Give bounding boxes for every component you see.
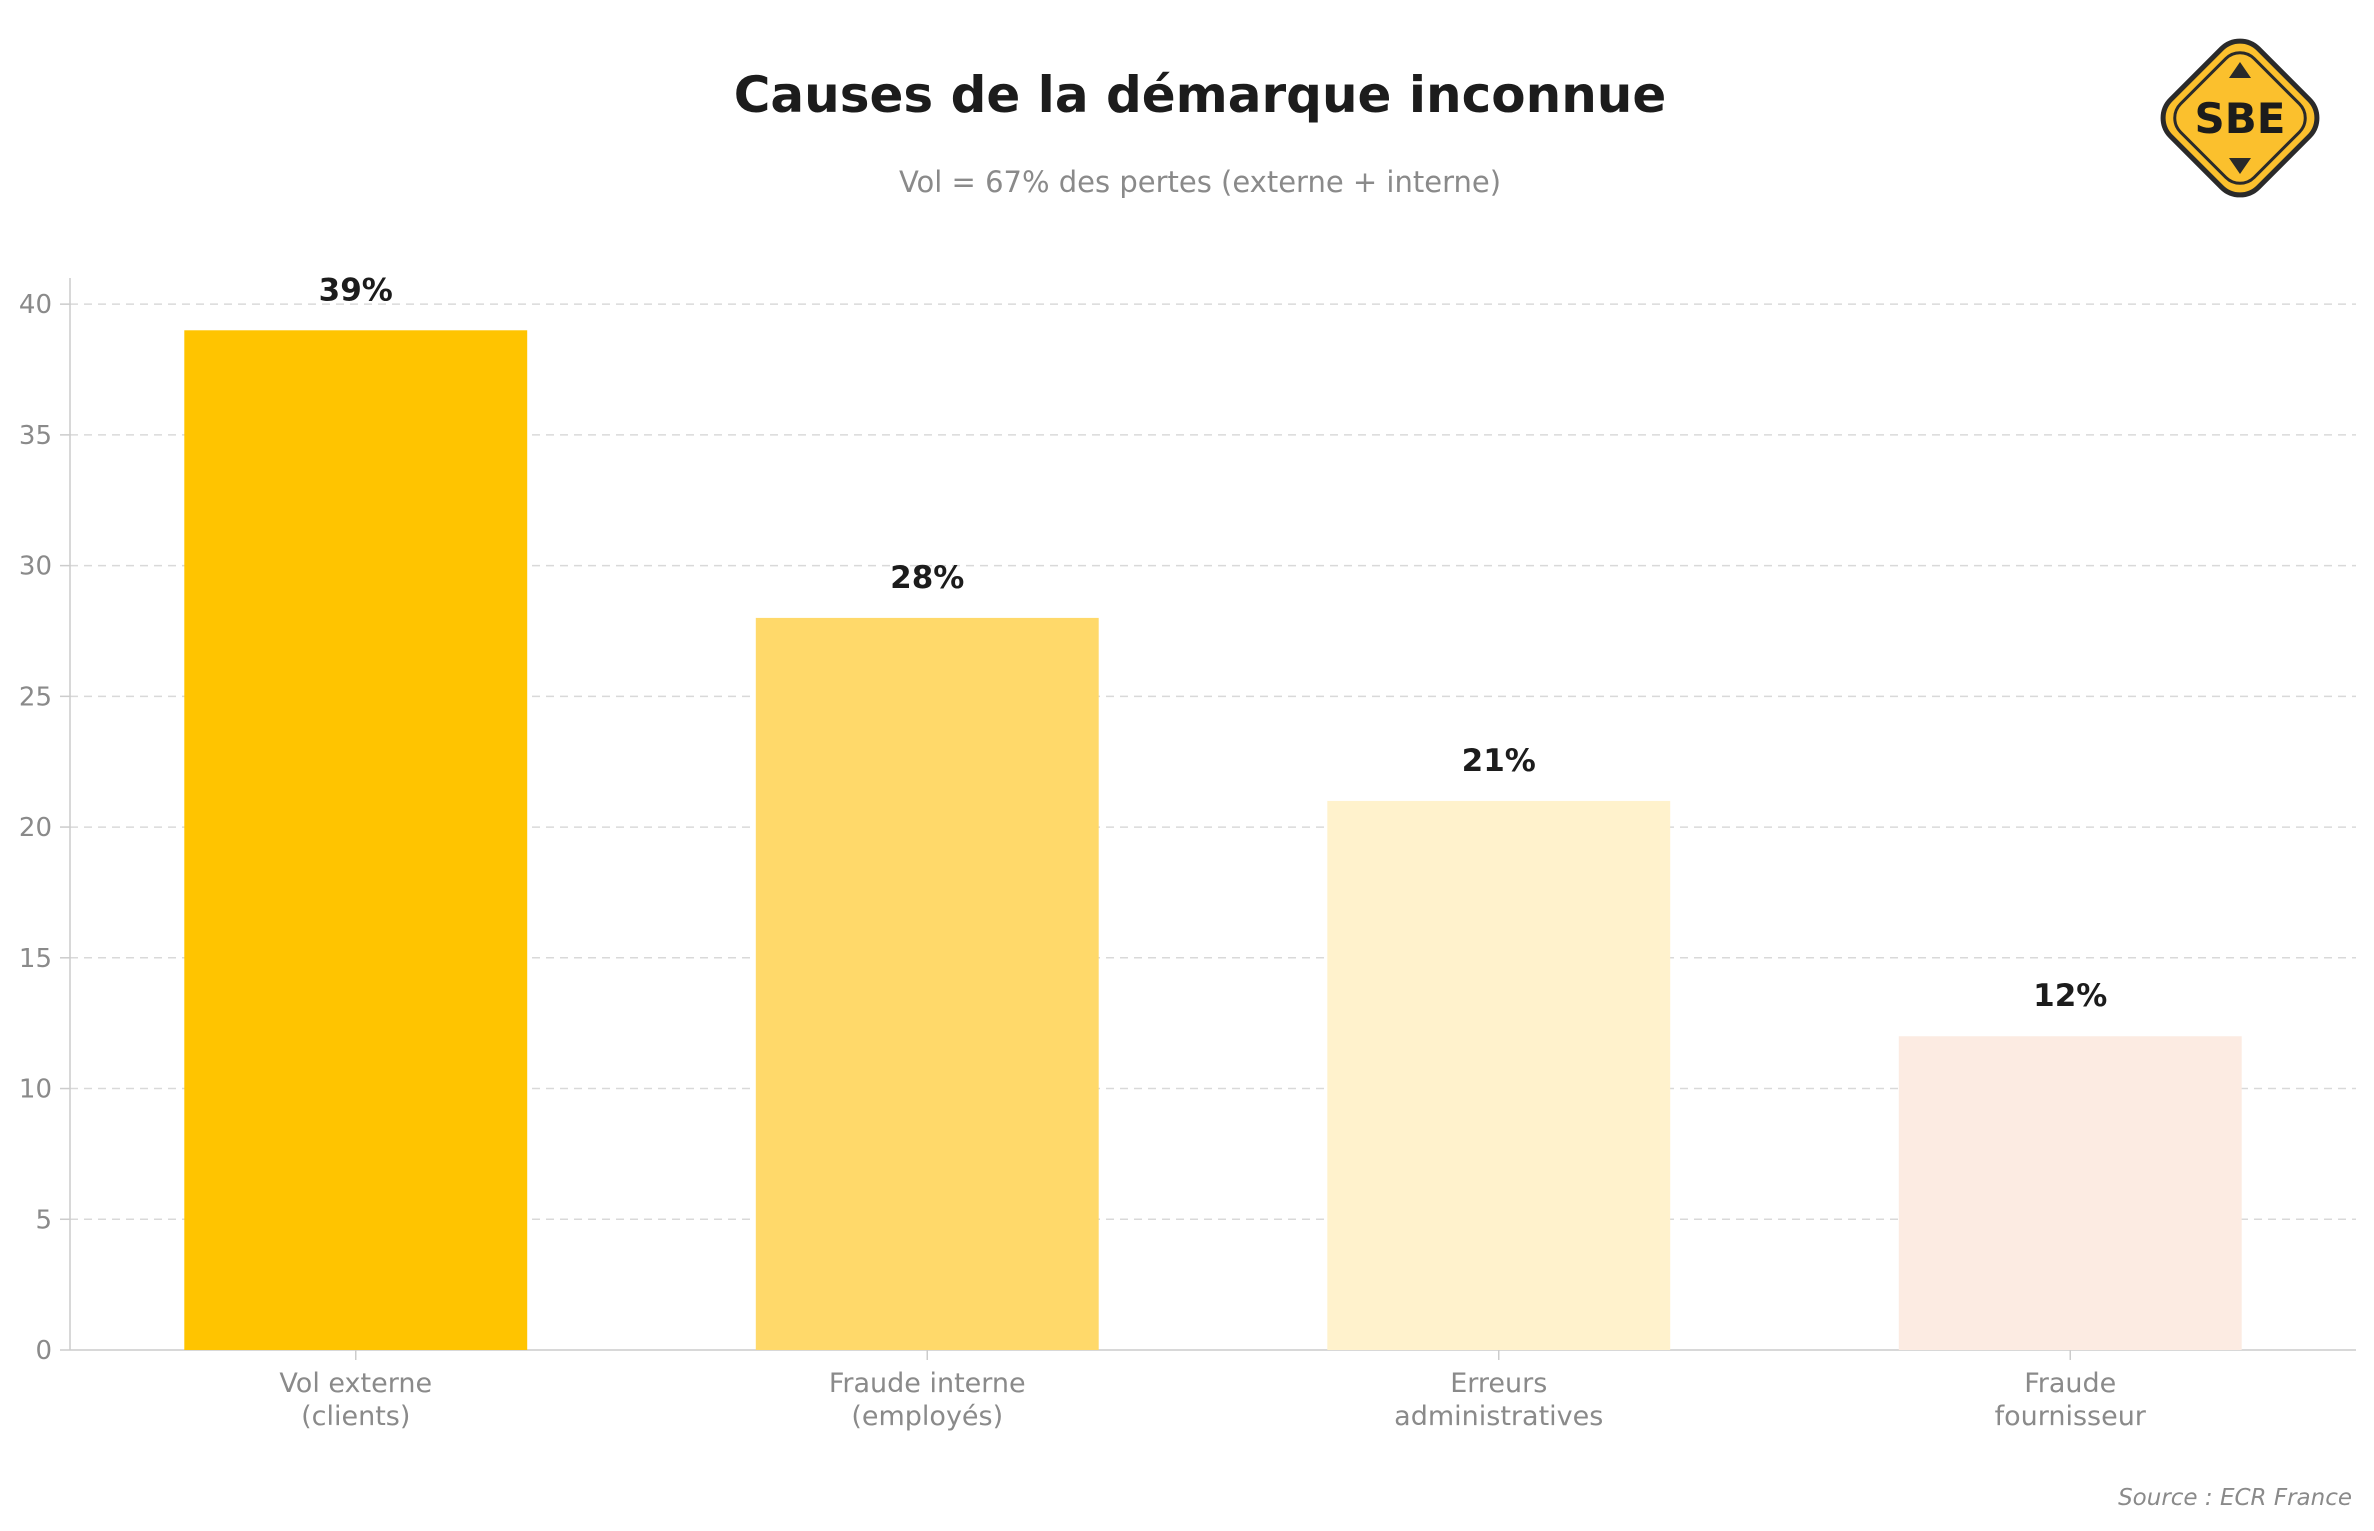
y-tick-label: 40 [19, 290, 52, 320]
x-tick-label: (clients) [301, 1401, 410, 1432]
bars [184, 330, 2242, 1350]
logo-diamond [2160, 38, 2320, 198]
y-tick-label: 5 [35, 1205, 52, 1235]
bar-data-label: 21% [1462, 743, 1536, 779]
logo-down-arrow [2229, 158, 2251, 174]
bar-data-label: 28% [890, 560, 964, 596]
chart-subtitle: Vol = 67% des pertes (externe + interne) [899, 165, 1501, 199]
x-tick-label: Fraude interne [829, 1368, 1026, 1399]
bar-data-label: 12% [2033, 978, 2107, 1014]
y-tick-label: 25 [19, 682, 52, 712]
bar [1898, 1036, 2242, 1350]
y-tick-label: 30 [19, 552, 52, 582]
source-note: Source : ECR France [2118, 1485, 2352, 1511]
logo-up-arrow [2229, 62, 2251, 78]
sbe-logo-icon: SBE [2160, 38, 2320, 198]
x-tick-label: Fraude [2024, 1368, 2116, 1399]
bar [755, 617, 1099, 1350]
x-tick-label: Erreurs [1450, 1368, 1547, 1399]
x-tick-label: Vol externe [279, 1368, 432, 1399]
bar [184, 330, 528, 1350]
y-tick-label: 0 [35, 1336, 52, 1366]
x-tick-label: fournisseur [1995, 1401, 2147, 1432]
chart-title: Causes de la démarque inconnue [734, 66, 1667, 124]
x-tick-label: administratives [1394, 1401, 1603, 1432]
data-labels: 39% 28% 21% 12% [319, 272, 2108, 1014]
bar [1327, 800, 1671, 1350]
logo-text: SBE [2195, 94, 2286, 143]
logo-inner-border [2173, 51, 2307, 185]
y-tick-label: 10 [19, 1075, 52, 1105]
x-tick-label: (employés) [851, 1401, 1003, 1432]
y-tick-label: 20 [19, 813, 52, 843]
y-tick-label: 35 [19, 421, 52, 451]
bar-data-label: 39% [319, 272, 393, 308]
y-tick-label: 15 [19, 944, 52, 974]
axes: 0 5 10 15 20 25 30 35 40 Vol externe(clients) Frau… [19, 278, 2356, 1432]
